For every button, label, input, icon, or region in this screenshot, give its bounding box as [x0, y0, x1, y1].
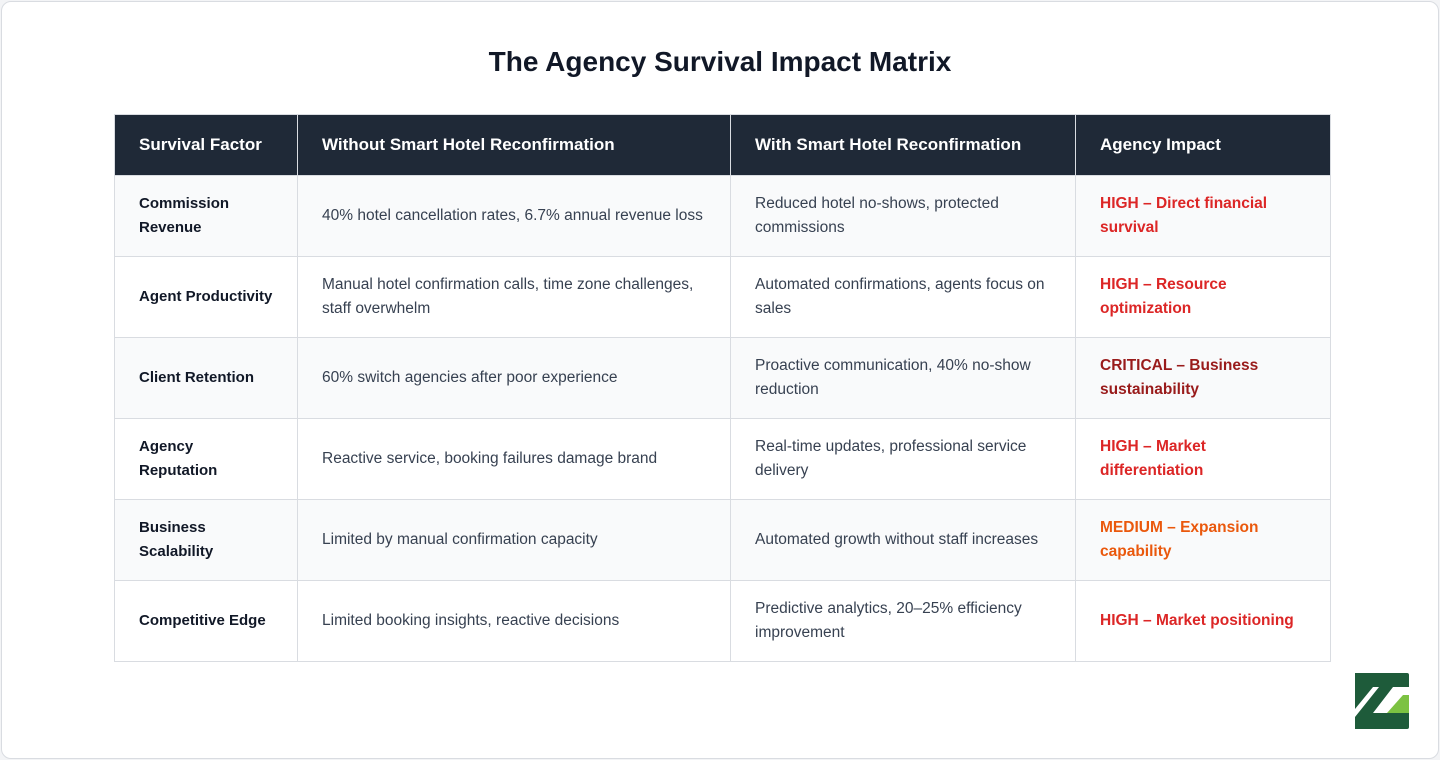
- with-cell: Predictive analytics, 20–25% efficiency …: [730, 580, 1076, 662]
- matrix-table: Survival Factor Without Smart Hotel Recon…: [114, 114, 1331, 662]
- without-cell: 60% switch agencies after poor experienc…: [297, 337, 731, 419]
- with-cell: Proactive communication, 40% no-show red…: [730, 337, 1076, 419]
- header-cell: Agency Impact: [1075, 114, 1331, 176]
- with-cell: Real-time updates, professional service …: [730, 418, 1076, 500]
- logo: [1355, 673, 1409, 729]
- table-row: Business Scalability Limited by manual co…: [114, 499, 1331, 581]
- without-cell: 40% hotel cancellation rates, 6.7% annua…: [297, 175, 731, 257]
- impact-cell: HIGH – Resource optimization: [1075, 256, 1331, 338]
- impact-cell: HIGH – Market differentiation: [1075, 418, 1331, 500]
- impact-cell: CRITICAL – Business sustainability: [1075, 337, 1331, 419]
- impact-cell: MEDIUM – Expansion capability: [1075, 499, 1331, 581]
- logo-accent: [1387, 695, 1409, 713]
- without-cell: Limited by manual confirmation capacity: [297, 499, 731, 581]
- factor-cell: Agency Reputation: [114, 418, 298, 500]
- table-row: Commission Revenue 40% hotel cancellation…: [114, 175, 1331, 257]
- with-cell: Automated growth without staff increases: [730, 499, 1076, 581]
- table-head: Survival Factor Without Smart Hotel Recon…: [114, 114, 1331, 176]
- impact-cell: HIGH – Direct financial survival: [1075, 175, 1331, 257]
- header-cell: Without Smart Hotel Reconfirmation: [297, 114, 731, 176]
- table-body: Commission Revenue 40% hotel cancellation…: [114, 175, 1331, 662]
- header-row: Survival Factor Without Smart Hotel Recon…: [114, 114, 1331, 176]
- factor-cell: Agent Productivity: [114, 256, 298, 338]
- factor-cell: Business Scalability: [114, 499, 298, 581]
- logo-top: [1355, 673, 1409, 709]
- without-cell: Limited booking insights, reactive decis…: [297, 580, 731, 662]
- factor-cell: Commission Revenue: [114, 175, 298, 257]
- header-cell: With Smart Hotel Reconfirmation: [730, 114, 1076, 176]
- with-cell: Reduced hotel no-shows, protected commis…: [730, 175, 1076, 257]
- header-cell: Survival Factor: [114, 114, 298, 176]
- table-row: Agency Reputation Reactive service, booki…: [114, 418, 1331, 500]
- without-cell: Reactive service, booking failures damag…: [297, 418, 731, 500]
- table-row: Competitive Edge Limited booking insights…: [114, 580, 1331, 662]
- table-row: Agent Productivity Manual hotel confirmat…: [114, 256, 1331, 338]
- table-row: Client Retention 60% switch agencies afte…: [114, 337, 1331, 419]
- with-cell: Automated confirmations, agents focus on…: [730, 256, 1076, 338]
- factor-cell: Client Retention: [114, 337, 298, 419]
- title: The Agency Survival Impact Matrix: [488, 46, 952, 77]
- without-cell: Manual hotel confirmation calls, time zo…: [297, 256, 731, 338]
- impact-cell: HIGH – Market positioning: [1075, 580, 1331, 662]
- factor-cell: Competitive Edge: [114, 580, 298, 662]
- logo-bottom: [1355, 687, 1409, 729]
